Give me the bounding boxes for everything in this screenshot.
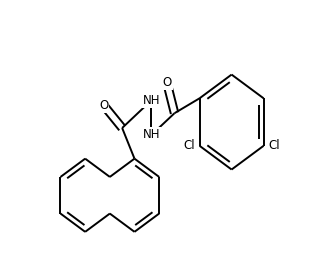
Text: NH: NH: [143, 129, 160, 141]
Text: Cl: Cl: [183, 139, 195, 152]
Text: Cl: Cl: [269, 139, 280, 152]
Text: O: O: [99, 99, 108, 112]
Text: NH: NH: [143, 94, 160, 107]
Text: O: O: [162, 76, 171, 89]
